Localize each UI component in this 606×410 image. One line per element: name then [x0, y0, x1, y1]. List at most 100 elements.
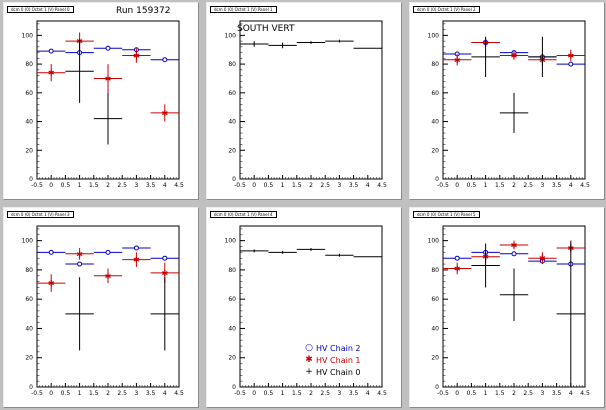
star-marker: ✱ — [133, 256, 140, 265]
data-point — [499, 92, 529, 134]
x-tick-label: 0 — [49, 390, 53, 397]
data-point — [443, 255, 472, 261]
data-point — [471, 243, 500, 288]
data-point — [37, 48, 66, 54]
y-tick-label: 20 — [25, 147, 33, 154]
x-tick-label: 2.5 — [523, 182, 533, 189]
x-tick-label: -0.5 — [437, 182, 449, 189]
x-tick-label: 3.5 — [349, 182, 359, 189]
star-marker: ✱ — [567, 51, 574, 60]
data-point — [471, 36, 500, 78]
open-circle-marker — [105, 249, 111, 255]
data-point — [150, 57, 179, 63]
pad-title: dcm 0 (0) Octnt 1 (V) Panel 3 — [7, 211, 74, 218]
data-point: ✱ — [499, 240, 529, 250]
y-tick-label: 60 — [228, 296, 236, 303]
y-tick-label: 60 — [431, 296, 439, 303]
x-tick-label: 4.5 — [377, 390, 387, 397]
legend-label: HV Chain 2 — [316, 343, 361, 353]
x-tick-label: 2 — [106, 390, 110, 397]
x-tick-label: 4 — [366, 390, 370, 397]
data-point: ✱ — [122, 48, 151, 63]
open-circle-marker — [454, 255, 460, 261]
star-marker: ✱ — [48, 69, 55, 78]
x-tick-label: 3 — [540, 182, 544, 189]
x-tick-label: 0.5 — [264, 182, 274, 189]
data-point — [93, 45, 123, 51]
x-tick-label: 0.5 — [467, 182, 477, 189]
x-tick-label: 2.5 — [117, 182, 127, 189]
open-circle-marker — [133, 245, 139, 251]
data-point — [499, 251, 529, 257]
open-circle-marker — [568, 61, 574, 67]
plot-svg: -0.500.511.522.533.544.5020406080100✱✱✱✱… — [428, 225, 590, 397]
x-tick-label: 4 — [569, 182, 573, 189]
x-tick-label: 0.5 — [467, 390, 477, 397]
plot-pad-4: -0.5 0 0.5 1 1.5 2 2.5 3 3.5 4 4.5 0 20 40 60 80 100 dcm… — [206, 207, 402, 408]
x-tick-label: 2 — [309, 182, 313, 189]
y-tick-label: 80 — [431, 267, 439, 274]
x-tick-label: 3.5 — [146, 390, 156, 397]
y-tick-label: 60 — [25, 90, 33, 97]
y-tick-label: 20 — [431, 355, 439, 362]
y-tick-label: 40 — [25, 325, 33, 332]
pad-title: dcm 0 (0) Octnt 1 (V) Panel 0 — [7, 6, 74, 13]
x-tick-label: 4 — [163, 182, 167, 189]
data-point — [65, 277, 94, 351]
x-tick-label: 2 — [512, 182, 516, 189]
open-circle-marker — [511, 251, 517, 257]
x-tick-label: 3 — [337, 390, 341, 397]
y-tick-label: 0 — [232, 384, 236, 391]
open-circle-marker — [48, 48, 54, 54]
star-marker: ✱ — [161, 109, 168, 118]
y-tick-label: 60 — [431, 90, 439, 97]
y-tick-label: 100 — [428, 32, 440, 39]
open-circle-marker — [77, 261, 83, 267]
x-tick-label: 2 — [106, 182, 110, 189]
y-tick-label: 0 — [435, 384, 439, 391]
x-tick-label: 4.5 — [580, 390, 590, 397]
star-marker: ✱ — [105, 272, 112, 281]
y-tick-label: 40 — [25, 119, 33, 126]
x-tick-label: 3 — [134, 182, 138, 189]
star-marker: ✱ — [454, 264, 461, 273]
x-tick-label: 2.5 — [117, 390, 127, 397]
data-point — [296, 41, 326, 44]
y-tick-label: 40 — [431, 119, 439, 126]
data-point — [150, 255, 179, 261]
y-tick-label: 20 — [431, 147, 439, 154]
y-tick-label: 60 — [228, 90, 236, 97]
y-tick-label: 0 — [232, 176, 236, 183]
x-tick-label: 4.5 — [174, 182, 184, 189]
y-tick-label: 80 — [228, 267, 236, 274]
data-point: ✱ — [37, 274, 66, 292]
data-point — [499, 268, 529, 322]
x-tick-label: 1 — [281, 182, 285, 189]
plot-pad-0: -0.5 0 0.5 1 1.5 2 2.5 3 3.5 4 4.5 0 20 40 60 80 100 ✱ ✱ ✱ ✱… — [3, 2, 199, 200]
plot-pad-2: -0.500.511.522.533.544.5020406080100✱✱✱✱… — [409, 2, 605, 200]
x-tick-label: -0.5 — [437, 390, 449, 397]
data-point: ✱ — [556, 49, 585, 62]
data-point: ✱ — [443, 262, 472, 275]
x-tick-label: 1 — [78, 182, 82, 189]
data-point — [65, 261, 94, 267]
x-tick-label: -0.5 — [234, 182, 246, 189]
data-point — [65, 39, 94, 103]
y-tick-label: 0 — [435, 176, 439, 183]
y-tick-label: 100 — [22, 32, 34, 39]
star-marker: ✱ — [539, 254, 546, 263]
y-tick-label: 80 — [228, 61, 236, 68]
y-tick-label: 100 — [22, 238, 34, 245]
open-circle-marker — [162, 255, 168, 261]
x-tick-label: 3 — [134, 390, 138, 397]
x-tick-label: 1.5 — [89, 182, 99, 189]
star-marker: ✱ — [511, 241, 518, 250]
data-point — [268, 250, 297, 254]
data-point — [122, 245, 151, 251]
data-point: ✱ — [443, 54, 472, 66]
pad-title: dcm 0 (0) Octnt 1 (V) Panel 5 — [413, 211, 480, 218]
x-tick-label: 1 — [484, 182, 488, 189]
plot-pad-5: -0.500.511.522.533.544.5020406080100✱✱✱✱… — [409, 207, 605, 408]
open-circle-marker — [105, 45, 111, 51]
